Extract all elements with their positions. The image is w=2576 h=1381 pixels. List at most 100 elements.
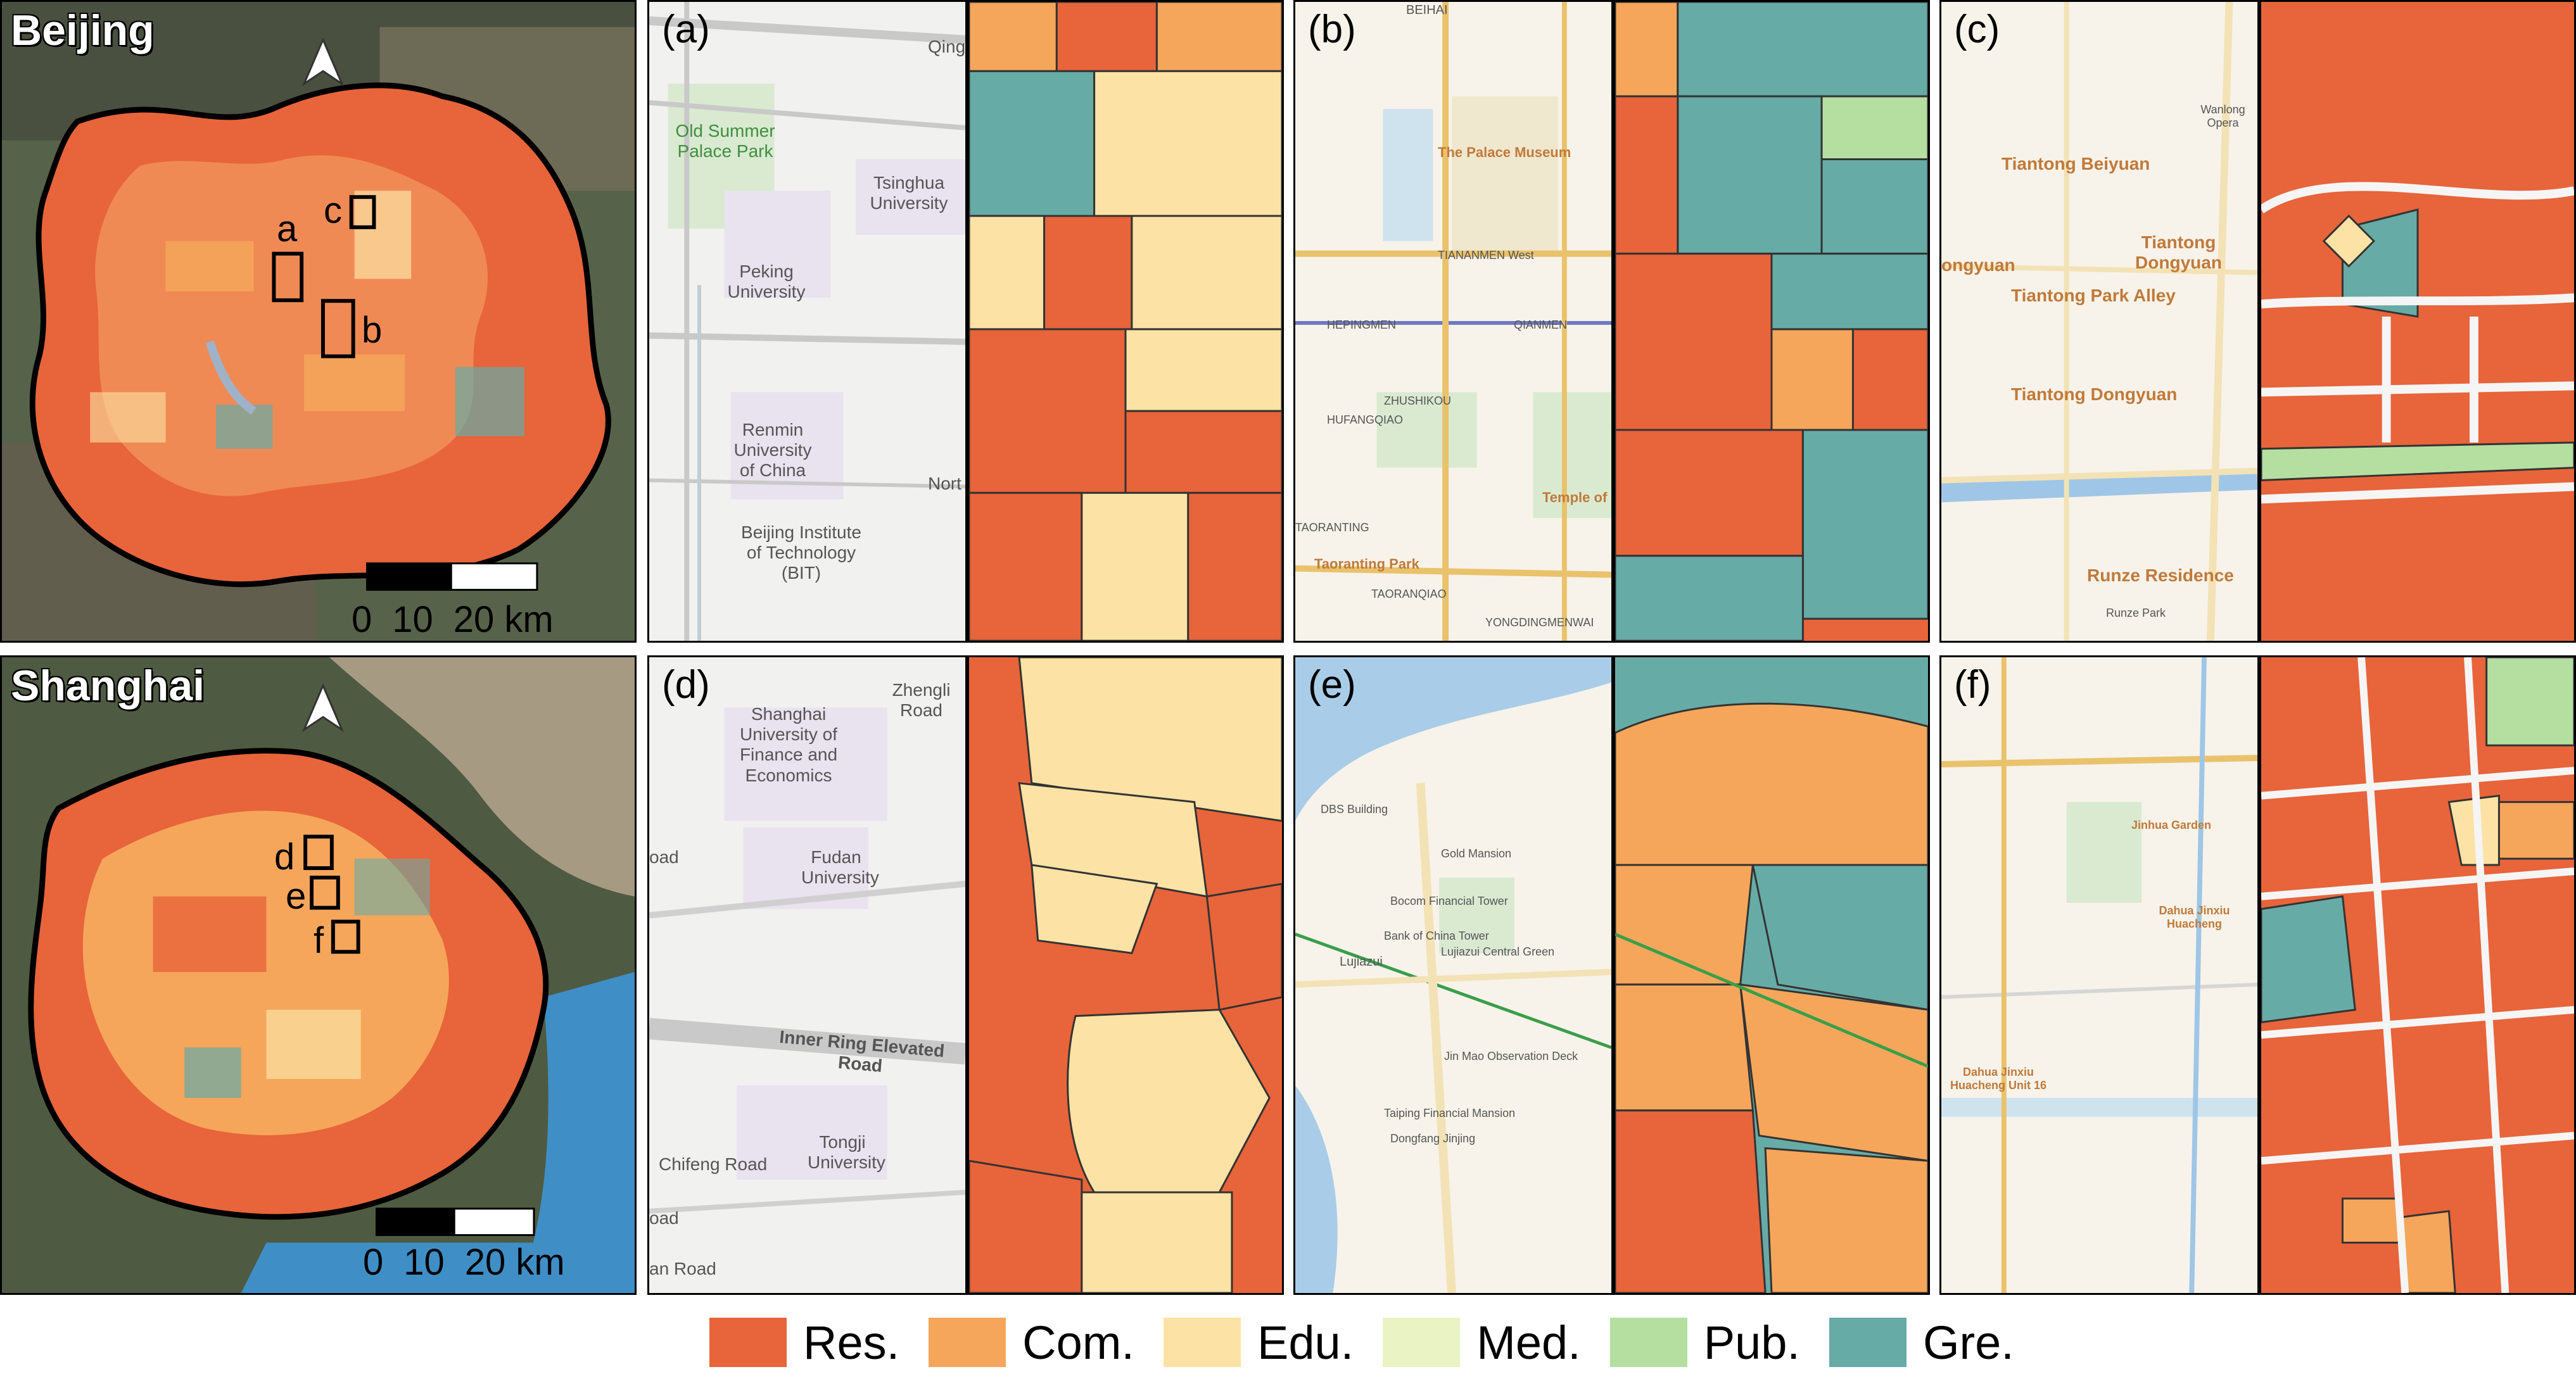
map-label: Tsinghua University <box>870 173 948 213</box>
panel-d-basemap: (d) Zhengli Road Shanghai University of … <box>647 655 967 1295</box>
map-label: Jinhua Garden <box>2131 819 2212 831</box>
panel-c-road-map <box>1941 2 2257 641</box>
map-label: TAORANQIAO <box>1371 588 1447 600</box>
landuse-legend: Res. Com. Edu. Med. Pub. Gre. <box>709 1314 2043 1371</box>
legend-item: Edu. <box>1163 1316 1354 1370</box>
map-label: ongyuan <box>1941 255 2015 275</box>
map-label: Bocom Financial Tower <box>1390 895 1508 907</box>
beijing-overview-map: Beijing a b c 0 10 20 km <box>0 0 637 643</box>
panel-a-road-map <box>649 2 965 641</box>
map-label: Renmin University of China <box>733 420 812 481</box>
map-label: oad <box>649 847 679 867</box>
map-label: YONGDINGMENWAI <box>1485 616 1594 629</box>
map-label: Beijing Institute of Technology (BIT) <box>741 522 861 583</box>
map-label: Tiantong Park Alley <box>2011 286 2176 305</box>
map-label: Old Summer Palace Park <box>675 121 775 161</box>
beijing-title: Beijing <box>11 6 155 54</box>
map-label: BEIHAI <box>1406 3 1448 17</box>
panel-b-letter: (b) <box>1308 8 1356 51</box>
panel-f-basemap: (f) Jinhua Garden Dahua Jinxiu Huacheng … <box>1939 655 2259 1295</box>
map-label: Jin Mao Observation Deck <box>1444 1050 1578 1063</box>
shanghai-title: Shanghai <box>11 662 205 710</box>
panel-f-landuse <box>2259 655 2576 1295</box>
legend-label: Gre. <box>1922 1316 2014 1369</box>
map-label: Tiantong Dongyuan <box>2011 384 2178 404</box>
map-label: Bank of China Tower <box>1384 930 1489 942</box>
legend-item: Res. <box>709 1316 899 1370</box>
legend-swatch <box>709 1318 787 1367</box>
panel-e-basemap: (e) DBS Building Gold Mansion Bocom Fina… <box>1293 655 1613 1295</box>
box-label-e: e <box>286 876 307 917</box>
legend-label: Pub. <box>1703 1316 1800 1369</box>
map-label: Fudan University <box>801 847 879 888</box>
beijing-landuse-map <box>2 2 635 641</box>
legend-item: Com. <box>929 1316 1134 1370</box>
panel-b-road-map <box>1295 2 1611 641</box>
legend-label: Com. <box>1022 1316 1134 1369</box>
map-label: HEPINGMEN <box>1327 318 1397 331</box>
map-label: ZHUSHIKOU <box>1384 394 1452 407</box>
map-label: Temple of <box>1542 489 1608 505</box>
map-label: The Palace Museum <box>1438 144 1571 160</box>
legend-swatch <box>1829 1318 1907 1367</box>
box-label-c: c <box>324 190 342 231</box>
map-label: TAORANTING <box>1295 521 1369 534</box>
shanghai-overview-map: Shanghai d e f 0 10 20 km <box>0 655 637 1295</box>
map-label: Wanlong Opera <box>2200 103 2245 129</box>
legend-item: Med. <box>1383 1316 1581 1370</box>
legend-swatch <box>1163 1318 1241 1367</box>
map-label: Peking University <box>727 262 806 302</box>
map-label: Tongji University <box>808 1132 885 1173</box>
map-label: Runze Park <box>2106 607 2166 619</box>
map-label: Dahua Jinxiu Huacheng Unit 16 <box>1950 1066 2047 1092</box>
panel-e-parcel-map <box>1615 657 1928 1293</box>
map-label: DBS Building <box>1321 803 1388 816</box>
map-label: Zhengli Road <box>892 680 951 721</box>
map-label: Taiping Financial Mansion <box>1384 1107 1516 1119</box>
map-label: oad <box>649 1208 679 1228</box>
map-label: Runze Residence <box>2087 565 2234 585</box>
map-label: Taoranting Park <box>1314 556 1419 572</box>
legend-label: Res. <box>803 1316 900 1369</box>
legend-swatch <box>1383 1318 1461 1367</box>
map-label: QIANMEN <box>1514 318 1568 331</box>
map-label: Lujiazui Central Green <box>1441 945 1555 958</box>
box-label-d: d <box>274 836 295 878</box>
panel-b-basemap: (b) BEIHAI The Palace Museum TIANANMEN W… <box>1293 0 1613 643</box>
beijing-scale-bar-labels: 0 10 20 km <box>352 599 554 640</box>
box-label-f: f <box>314 920 324 961</box>
panel-a-basemap: (a) Qing Old Summer Palace Park Tsinghua… <box>647 0 967 643</box>
panel-c-parcel-map <box>2261 2 2574 641</box>
legend-swatch <box>1609 1318 1687 1367</box>
map-label: Chifeng Road <box>659 1154 768 1174</box>
map-label: Shanghai University of Finance and Econo… <box>739 704 838 785</box>
legend-label: Med. <box>1476 1316 1581 1369</box>
map-label: Tiantong Dongyuan <box>2135 232 2222 273</box>
map-label: TIANANMEN West <box>1438 249 1534 262</box>
panel-c-basemap: (c) Wanlong Opera Tiantong Beiyuan Tiant… <box>1939 0 2259 643</box>
legend-item: Gre. <box>1829 1316 2014 1370</box>
panel-e-road-map <box>1295 657 1611 1293</box>
panel-d-parcel-map <box>969 657 1282 1293</box>
shanghai-scale-bar-labels: 0 10 20 km <box>363 1242 565 1283</box>
panel-f-letter: (f) <box>1954 663 1991 707</box>
panel-c-letter: (c) <box>1954 8 2000 51</box>
legend-swatch <box>929 1318 1006 1367</box>
map-label: Gold Mansion <box>1441 847 1512 860</box>
map-label: Dongfang Jinjing <box>1390 1132 1476 1145</box>
panel-d-road-map <box>649 657 965 1293</box>
panel-a-landuse <box>967 0 1284 643</box>
legend-label: Edu. <box>1257 1316 1354 1369</box>
map-label: HUFANGQIAO <box>1327 413 1404 426</box>
box-label-a: a <box>277 208 298 249</box>
panel-e-landuse <box>1613 655 1930 1295</box>
panel-f-road-map <box>1941 657 2257 1293</box>
panel-d-letter: (d) <box>662 663 710 707</box>
map-label: Lujiazui <box>1340 955 1383 969</box>
map-label: Qing <box>928 37 966 56</box>
panel-e-letter: (e) <box>1308 663 1356 707</box>
map-label: Dahua Jinxiu Huacheng <box>2159 904 2230 930</box>
box-label-b: b <box>362 310 383 351</box>
map-label: Tiantong Beiyuan <box>2002 154 2150 173</box>
map-label: Nort <box>928 474 961 493</box>
